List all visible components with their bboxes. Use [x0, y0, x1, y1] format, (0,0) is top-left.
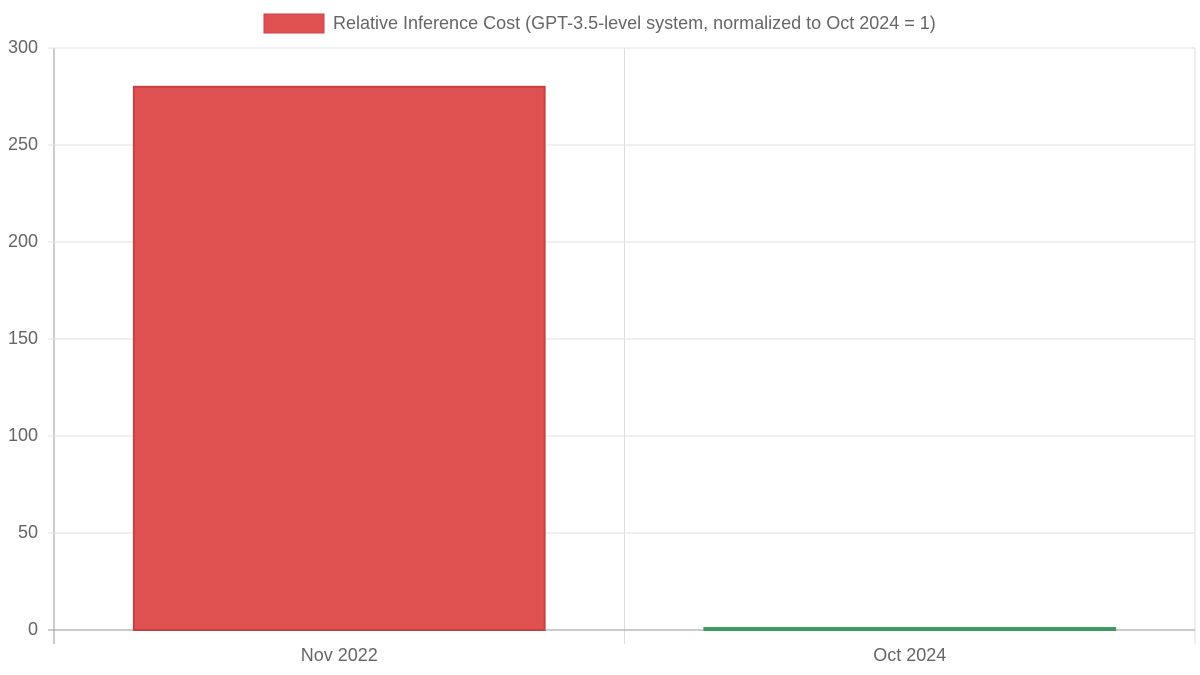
- y-tick-label: 100: [8, 425, 38, 445]
- y-tick-label: 300: [8, 37, 38, 57]
- bar: [132, 85, 546, 632]
- y-tick-label: 200: [8, 231, 38, 251]
- x-tick-label: Oct 2024: [873, 645, 946, 665]
- bar: [703, 627, 1117, 631]
- y-tick-label: 50: [18, 522, 38, 542]
- y-tick-label: 0: [28, 619, 38, 639]
- y-tick-label: 150: [8, 328, 38, 348]
- y-tick-label: 250: [8, 134, 38, 154]
- legend-label: Relative Inference Cost (GPT-3.5-level s…: [333, 13, 936, 33]
- x-tick-label: Nov 2022: [301, 645, 378, 665]
- legend-swatch: [263, 13, 325, 34]
